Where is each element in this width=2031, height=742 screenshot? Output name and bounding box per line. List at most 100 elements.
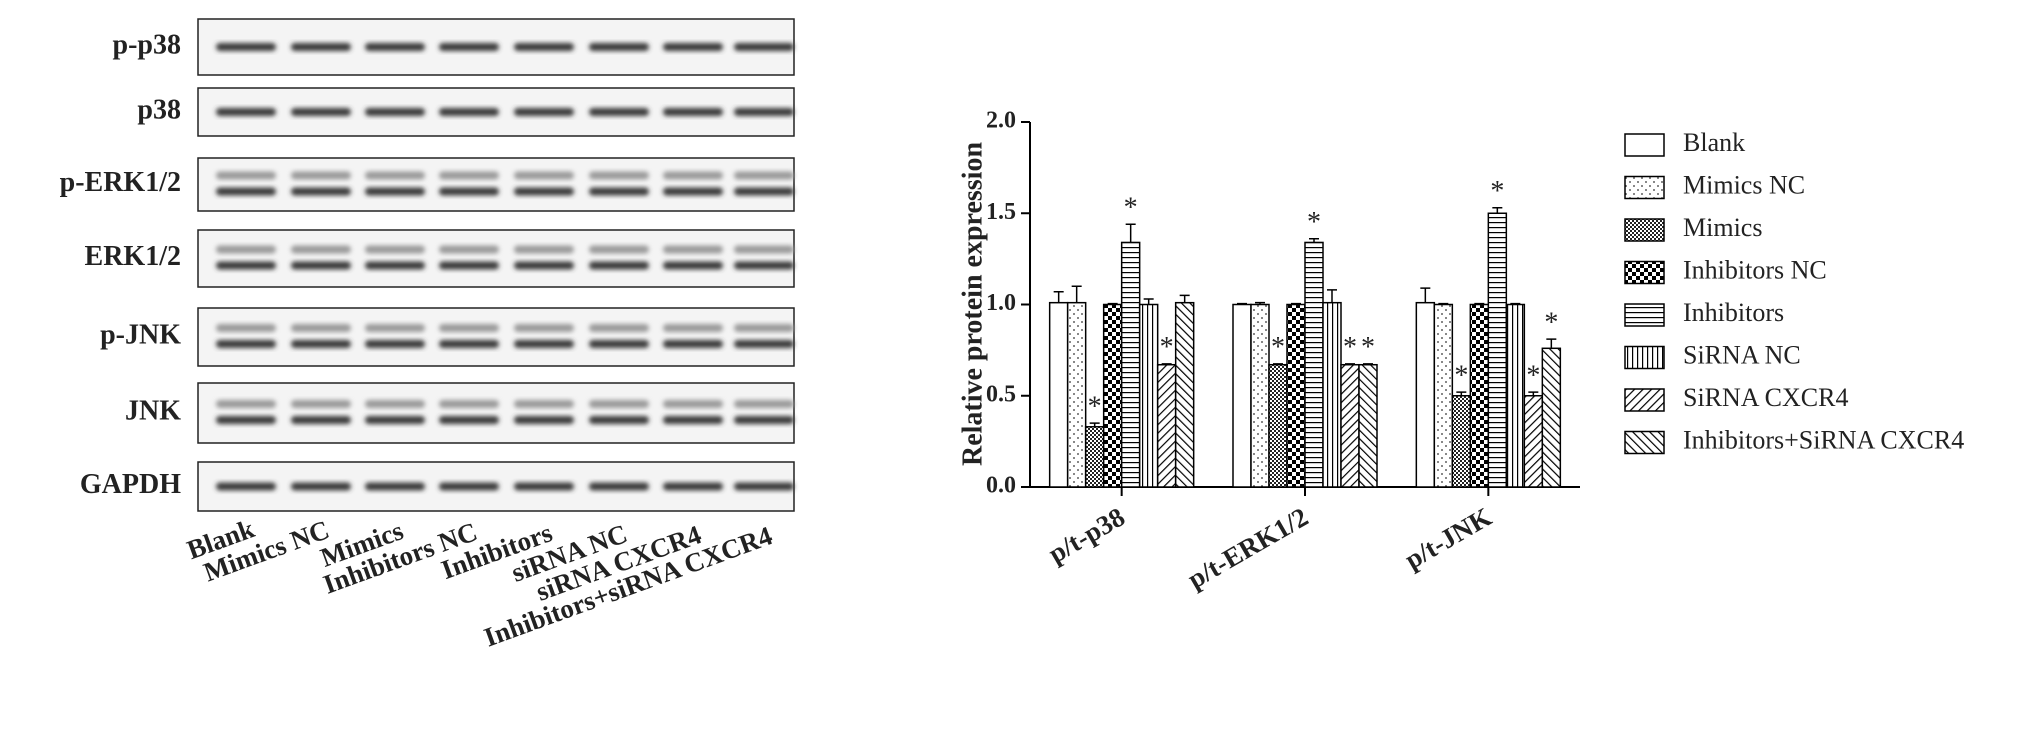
bar-chart: 0.0 0.5 1.0 1.5 2.0 p/t-p38 p/t-ERK1/2 p/t-JNK *… xyxy=(986,108,1964,595)
error-bar xyxy=(1438,302,1449,305)
bar xyxy=(1469,303,1490,488)
blot-band xyxy=(589,171,649,180)
blot-band xyxy=(589,108,649,116)
blot-band xyxy=(291,400,351,408)
blot-frame xyxy=(197,382,795,444)
blot-band xyxy=(291,43,351,51)
legend-label: Inhibitors+SiRNA CXCR4 xyxy=(1683,425,1964,454)
error-bar xyxy=(1143,298,1154,305)
blot-band xyxy=(439,261,499,270)
blot-row-label: p-ERK1/2 xyxy=(60,167,181,198)
blot-row-label: p-p38 xyxy=(113,29,181,60)
legend-swatch xyxy=(1624,218,1665,242)
bar xyxy=(1505,303,1526,488)
error-bar xyxy=(1125,223,1136,243)
blot-band xyxy=(663,187,723,196)
blot-band xyxy=(663,261,723,270)
error-bar xyxy=(1161,363,1172,365)
blot-band xyxy=(514,171,574,180)
bar xyxy=(1433,303,1454,488)
blot-band xyxy=(365,245,425,254)
error-bar xyxy=(1291,302,1301,305)
error-bar xyxy=(1179,294,1190,303)
blot-band xyxy=(291,482,351,491)
error-bar xyxy=(1255,301,1265,305)
blot-band xyxy=(216,43,276,51)
blot-band xyxy=(216,171,276,180)
legend-label: Mimics NC xyxy=(1683,170,1805,199)
bar xyxy=(1487,212,1508,488)
significance-mark: * xyxy=(1454,361,1468,392)
error-bar xyxy=(1273,363,1283,365)
blot-band xyxy=(734,245,794,254)
blot-band xyxy=(216,400,276,408)
blot-band xyxy=(291,245,351,254)
blot-band xyxy=(514,324,574,332)
bar xyxy=(1048,301,1069,488)
blot-band xyxy=(663,340,723,348)
blot-band xyxy=(365,187,425,196)
significance-mark: * xyxy=(1307,207,1321,238)
bar xyxy=(1066,301,1087,488)
blot-row-label: p-JNK xyxy=(100,319,181,350)
legend-swatch xyxy=(1624,388,1665,412)
blot-band xyxy=(216,245,276,254)
blot-band xyxy=(663,400,723,408)
error-bar xyxy=(1071,285,1082,303)
legend-swatch xyxy=(1624,303,1665,327)
legend-swatch xyxy=(1624,260,1665,285)
blot-band xyxy=(734,43,794,51)
blot-row-label: JNK xyxy=(125,395,181,426)
blot-band xyxy=(216,108,276,116)
legend-label: SiRNA CXCR4 xyxy=(1683,383,1848,412)
bar xyxy=(1541,347,1562,488)
blot-band xyxy=(216,261,276,270)
error-bar xyxy=(1528,391,1539,396)
bar xyxy=(1451,395,1472,488)
blot-band xyxy=(663,416,723,424)
blot-band xyxy=(663,482,723,491)
bar xyxy=(1156,363,1177,488)
blot-band xyxy=(365,261,425,270)
blot-band xyxy=(589,340,649,348)
blot-band xyxy=(216,416,276,424)
error-bar xyxy=(1345,363,1355,365)
blot-row-label: ERK1/2 xyxy=(85,241,181,272)
blot-frame xyxy=(197,157,795,212)
error-bar xyxy=(1474,302,1485,305)
blot-band xyxy=(439,416,499,424)
bar xyxy=(1268,363,1288,488)
bar xyxy=(1286,303,1306,488)
blot-band xyxy=(514,416,574,424)
blot-band xyxy=(514,108,574,116)
bar xyxy=(1102,303,1123,488)
blot-band xyxy=(365,324,425,332)
bar xyxy=(1358,363,1378,488)
error-bar xyxy=(1237,302,1247,305)
blot-band xyxy=(734,261,794,270)
blot-band xyxy=(439,482,499,491)
blot-band xyxy=(365,171,425,180)
blot-band xyxy=(291,416,351,424)
error-bar xyxy=(1309,238,1319,243)
error-bar xyxy=(1420,287,1431,303)
blot-band xyxy=(216,187,276,196)
error-bar xyxy=(1089,422,1100,427)
legend-swatch xyxy=(1624,430,1665,455)
blot-band xyxy=(439,171,499,180)
blot-band xyxy=(734,482,794,491)
error-bar xyxy=(1546,338,1557,349)
legend-swatch xyxy=(1624,175,1665,200)
legend-label: Inhibitors xyxy=(1683,298,1784,327)
significance-mark: * xyxy=(1361,332,1375,363)
blot-band xyxy=(291,171,351,180)
blot-band xyxy=(734,187,794,196)
error-bar xyxy=(1327,289,1337,303)
blot-band xyxy=(514,482,574,491)
bar xyxy=(1304,241,1324,488)
blot-band xyxy=(663,171,723,180)
blot-band xyxy=(589,400,649,408)
significance-mark: * xyxy=(1160,332,1174,363)
